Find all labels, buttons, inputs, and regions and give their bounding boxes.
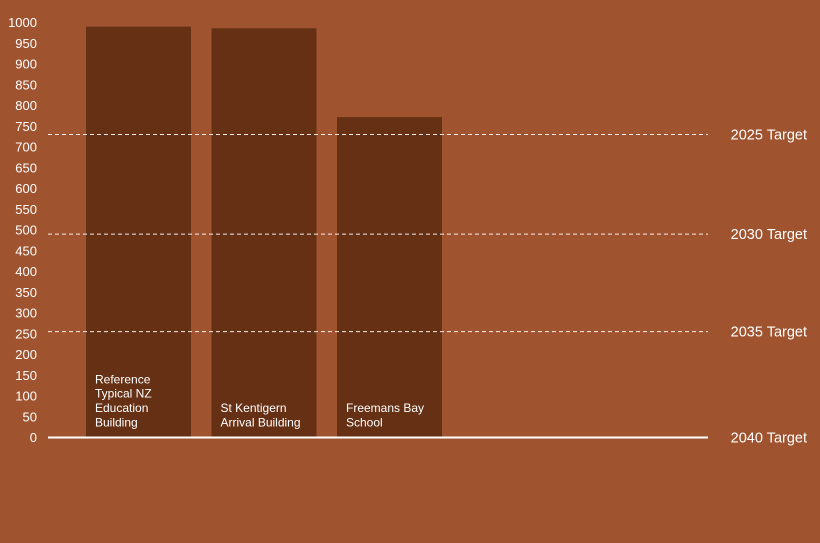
bar-label-line: School	[346, 416, 383, 430]
bar-label: Reference Typical NZ Education Building	[95, 372, 152, 429]
y-tick-label: 700	[15, 140, 37, 155]
y-tick-label: 550	[15, 202, 37, 217]
y-tick-label: 600	[15, 181, 37, 196]
y-tick-label: 450	[15, 243, 37, 258]
bar	[337, 117, 442, 438]
y-tick-label: 850	[15, 77, 37, 92]
y-tick-label: 800	[15, 98, 37, 113]
y-tick-label: 750	[15, 119, 37, 134]
bar-label-line: Freemans Bay	[346, 401, 424, 415]
bar-labels-group: Reference Typical NZ Education Building St K…	[95, 372, 424, 429]
bar-label-line: Education	[95, 401, 148, 415]
y-tick-label: 400	[15, 264, 37, 279]
reference-lines-group: 2025 Target 2030 Target 2035 Target 2040 Ta…	[48, 128, 807, 447]
bar-label-line: Reference	[95, 372, 151, 386]
target-label: 2040 Target	[731, 431, 807, 447]
bar-label: Freemans Bay School	[346, 401, 424, 429]
y-tick-label: 900	[15, 57, 37, 72]
y-tick-label: 650	[15, 160, 37, 175]
y-tick-label: 250	[15, 326, 37, 341]
bar-label: St Kentigern Arrival Building	[221, 401, 301, 429]
bar-label-line: Arrival Building	[221, 416, 301, 430]
y-tick-label: 350	[15, 285, 37, 300]
target-label: 2025 Target	[731, 128, 807, 144]
y-tick-label: 50	[23, 409, 37, 424]
target-label: 2030 Target	[731, 227, 807, 243]
y-tick-label: 0	[30, 430, 37, 445]
bar	[86, 26, 191, 438]
y-tick-label: 100	[15, 389, 37, 404]
bar-label-line: St Kentigern	[221, 401, 287, 415]
target-label: 2035 Target	[731, 325, 807, 341]
y-tick-label: 200	[15, 347, 37, 362]
bar-label-line: Building	[95, 416, 138, 430]
y-tick-label: 950	[15, 36, 37, 51]
bars-group	[86, 26, 442, 438]
y-tick-label: 500	[15, 223, 37, 238]
y-axis-tick-labels: 0 50 100 150 200 250 300 350 400 450 500 550 600 650 7…	[8, 15, 37, 445]
bar	[211, 28, 317, 438]
y-tick-label: 150	[15, 368, 37, 383]
y-tick-label: 300	[15, 306, 37, 321]
bar-label-line: Typical NZ	[95, 387, 152, 401]
y-tick-label: 1000	[8, 15, 37, 30]
